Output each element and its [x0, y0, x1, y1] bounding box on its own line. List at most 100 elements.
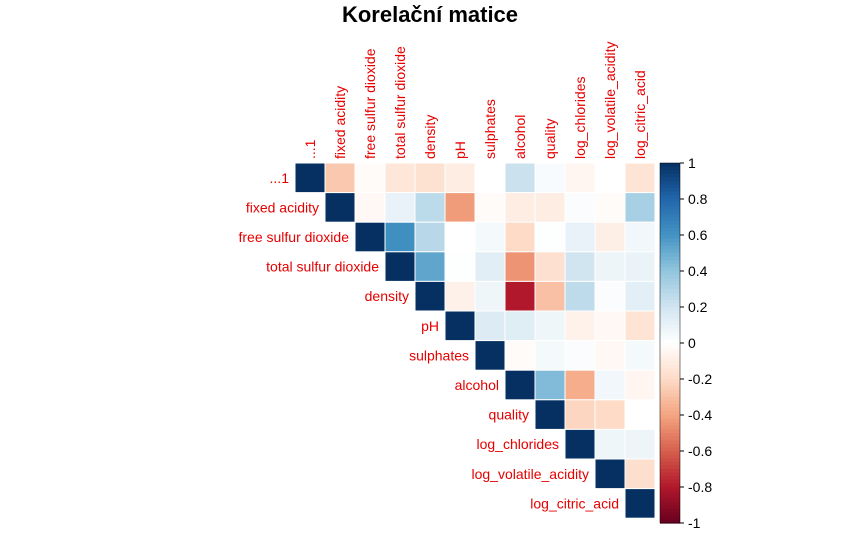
colorbar-segment: [660, 292, 680, 297]
row-labels: ...1 fixed acidity free sulfur dioxide tota…: [238, 170, 619, 512]
colorbar-segment: [660, 433, 680, 438]
row-label: sulphates: [409, 347, 469, 363]
colorbar-segment: [660, 443, 680, 448]
heatmap-cell: [594, 310, 626, 342]
colorbar-segment: [660, 188, 680, 193]
heatmap-cell: [414, 280, 446, 312]
heatmap-cell: [624, 340, 656, 371]
colorbar-tick-label: -0.4: [688, 407, 712, 423]
column-label: log_chlorides: [572, 77, 588, 160]
heatmap-cell: [414, 162, 446, 194]
colorbar-segment: [660, 515, 680, 520]
colorbar-segment: [660, 163, 680, 168]
column-label: quality: [542, 119, 558, 159]
colorbar-segment: [660, 476, 680, 481]
heatmap-cell: [564, 399, 596, 430]
colorbar-segment: [660, 465, 680, 470]
heatmap-cell: [594, 428, 626, 460]
colorbar-segment: [660, 418, 680, 423]
heatmap-cell: [504, 280, 536, 312]
colorbar-tick-label: -0.6: [688, 443, 712, 459]
heatmap-cell: [324, 192, 356, 223]
column-labels: ...1 fixed acidity free sulfur dioxide tota…: [302, 41, 648, 159]
heatmap-cell: [594, 280, 626, 312]
heatmap-cell: [474, 340, 506, 371]
heatmap-cell: [504, 340, 536, 371]
colorbar: 1 0.8 0.6 0.4 0.2 0 -0.2 -0.4 -0.6 -0.8 -1: [659, 155, 712, 531]
colorbar-segment: [660, 227, 680, 232]
colorbar-segment: [660, 422, 680, 427]
colorbar-tick-label: -0.2: [688, 371, 712, 387]
colorbar-segment: [660, 479, 680, 484]
heatmap-cell: [354, 221, 386, 253]
heatmap-cell: [324, 162, 356, 194]
heatmap-cell: [504, 192, 536, 223]
colorbar-segment: [660, 332, 680, 337]
heatmap-cell: [594, 251, 626, 282]
colorbar-segment: [660, 508, 680, 513]
colorbar-tick-label: 0.2: [688, 299, 708, 315]
colorbar-segment: [660, 317, 680, 322]
row-label: log_citric_acid: [530, 495, 619, 511]
colorbar-segment: [660, 429, 680, 434]
heatmap-cell: [504, 251, 536, 282]
chart-title: Korelační matice: [342, 2, 518, 27]
colorbar-tick-label: 0: [688, 335, 696, 351]
heatmap-cell: [564, 280, 596, 312]
colorbar-segment: [660, 224, 680, 229]
colorbar-segment: [660, 213, 680, 218]
heatmap-cell: [594, 399, 626, 430]
heatmap-cell: [564, 221, 596, 253]
heatmap-cell: [594, 340, 626, 371]
heatmap-cell: [384, 192, 416, 223]
colorbar-segment: [660, 397, 680, 402]
colorbar-segment: [660, 184, 680, 189]
colorbar-segment: [660, 310, 680, 315]
colorbar-segment: [660, 256, 680, 261]
colorbar-segment: [660, 371, 680, 376]
colorbar-segment: [660, 353, 680, 358]
heatmap-cell: [624, 221, 656, 253]
colorbar-segment: [660, 267, 680, 272]
colorbar-segment: [660, 242, 680, 247]
heatmap-cell: [534, 192, 566, 223]
colorbar-segment: [660, 407, 680, 412]
heatmap-cell: [444, 192, 476, 223]
column-label: log_citric_acid: [632, 70, 648, 159]
row-label: total sulfur dioxide: [266, 259, 379, 275]
colorbar-segment: [660, 411, 680, 416]
heatmap-cell: [444, 221, 476, 253]
colorbar-segment: [660, 415, 680, 420]
heatmap-cell: [414, 192, 446, 223]
heatmap-cell: [594, 369, 626, 401]
colorbar-segment: [660, 350, 680, 355]
heatmap-cell: [384, 162, 416, 194]
column-label: total sulfur dioxide: [392, 46, 408, 159]
row-label: alcohol: [455, 377, 499, 393]
heatmap-cell: [564, 310, 596, 342]
heatmap-cell: [564, 340, 596, 371]
heatmap-cell: [504, 310, 536, 342]
colorbar-segment: [660, 436, 680, 441]
colorbar-segment: [660, 260, 680, 265]
colorbar-segment: [660, 173, 680, 178]
colorbar-segment: [660, 501, 680, 506]
heatmap-cell: [594, 162, 626, 194]
heatmap-cell: [624, 162, 656, 194]
heatmap-cell: [534, 399, 566, 430]
row-label: ...1: [270, 170, 290, 186]
colorbar-segment: [660, 195, 680, 200]
colorbar-segment: [660, 321, 680, 326]
colorbar-tick-label: 0.6: [688, 227, 708, 243]
colorbar-segment: [660, 364, 680, 369]
colorbar-segment: [660, 404, 680, 409]
colorbar-segment: [660, 235, 680, 240]
colorbar-segment: [660, 238, 680, 243]
heatmap-cell: [534, 369, 566, 401]
heatmap-cell: [564, 369, 596, 401]
colorbar-segment: [660, 361, 680, 366]
heatmap-cell: [624, 192, 656, 223]
column-label: log_volatile_acidity: [602, 41, 618, 159]
colorbar-segment: [660, 296, 680, 301]
